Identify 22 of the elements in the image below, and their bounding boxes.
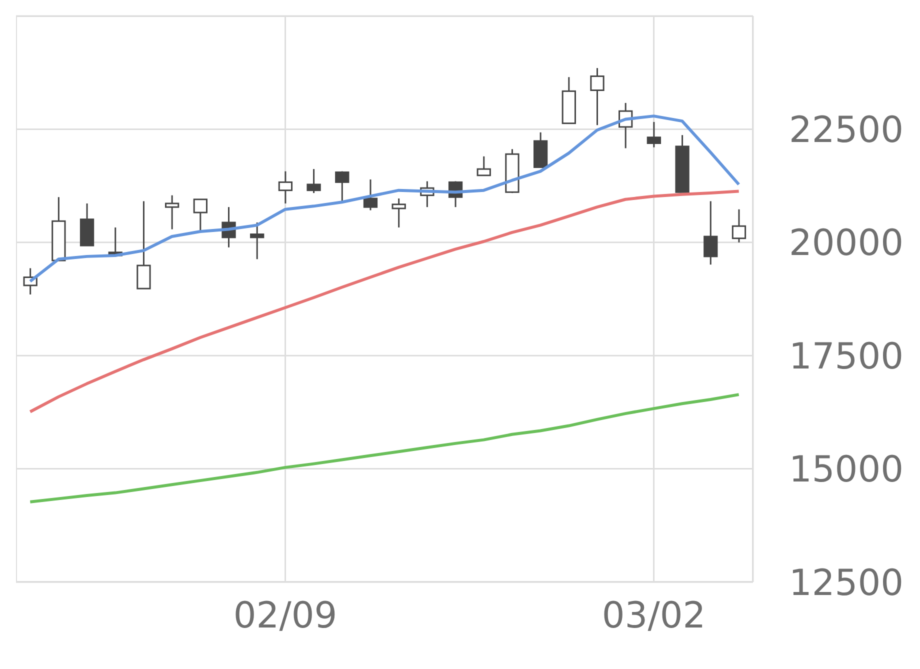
candlestick: [136, 200, 151, 290]
candlestick: [363, 178, 378, 211]
candlestick: [732, 208, 746, 244]
candlestick: [306, 168, 321, 194]
candlestick: [590, 67, 604, 126]
y-tick-label: 17500: [789, 336, 904, 378]
x-tick-label: 03/02: [602, 596, 706, 637]
candlestick: [392, 198, 406, 228]
candlestick: [164, 194, 180, 230]
candlestick: [193, 198, 208, 232]
candlestick: [476, 156, 491, 176]
y-tick-label: 15000: [789, 450, 904, 491]
line-series: [28, 393, 740, 504]
candlestick: [250, 222, 264, 260]
candlestick: [278, 170, 293, 204]
y-tick-label: 22500: [789, 110, 904, 151]
y-tick-label: 12500: [789, 562, 904, 604]
y-tick-label: 20000: [789, 223, 904, 264]
x-tick-label: 02/09: [233, 596, 338, 637]
line-series: [28, 190, 740, 414]
candlestick: [704, 200, 718, 266]
candlestick: [646, 121, 662, 148]
